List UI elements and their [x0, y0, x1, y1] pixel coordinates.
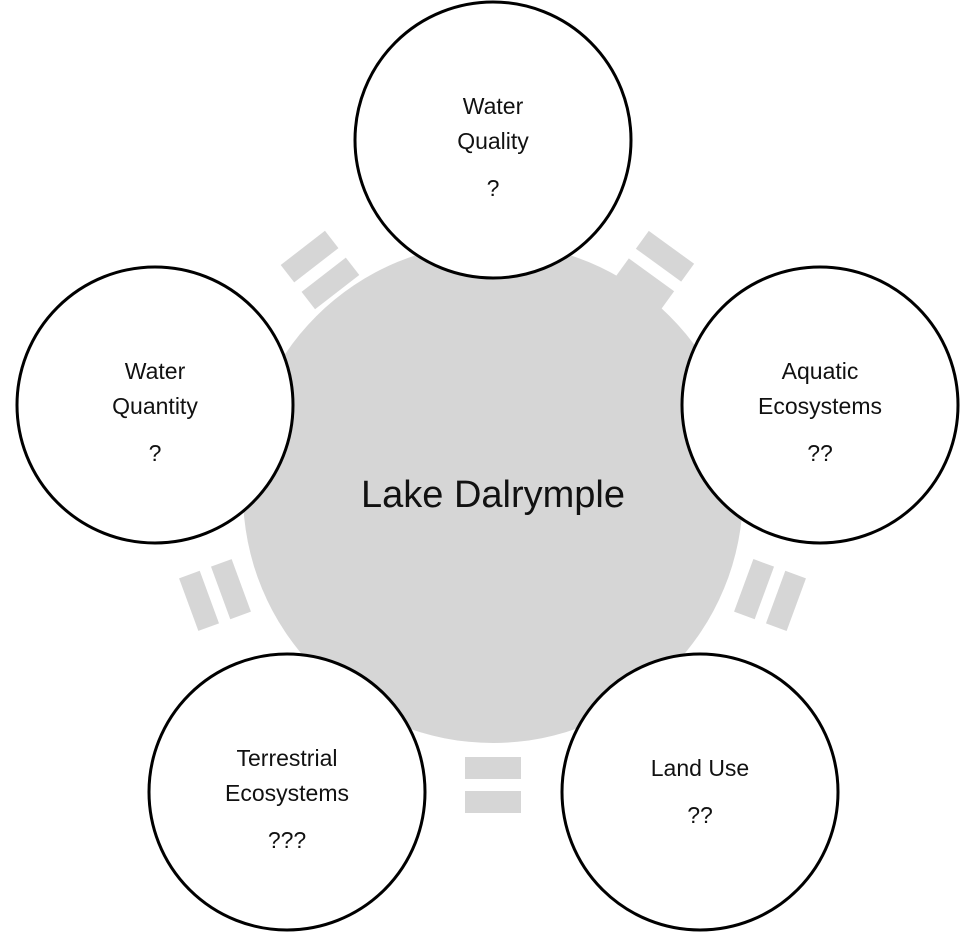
connector-bar [210, 559, 251, 620]
node-label: Water [463, 93, 524, 119]
connector-bar [280, 230, 339, 283]
node-label: Ecosystems [225, 780, 349, 806]
center-label: Lake Dalrymple [361, 474, 625, 516]
node-rating: ?? [807, 440, 833, 466]
connector [280, 230, 360, 310]
node: Water Quality? [353, 0, 633, 280]
connector [179, 559, 251, 631]
node-label: Land Use [651, 755, 749, 781]
node-label: Ecosystems [758, 393, 882, 419]
node: Water Quantity? [15, 265, 295, 545]
node-circle [560, 652, 840, 932]
node-circle [15, 265, 295, 545]
node: Aquatic Ecosystems?? [680, 265, 960, 545]
connector [465, 757, 521, 813]
connector-bar [179, 570, 220, 631]
node-rating: ??? [268, 827, 306, 853]
connector [615, 230, 695, 310]
node-label: Quantity [112, 393, 198, 419]
node-rating: ?? [687, 802, 713, 828]
node-rating: ? [149, 440, 162, 466]
connector-bar [615, 258, 675, 310]
node-circle [680, 265, 960, 545]
node-circle [147, 652, 427, 932]
node-circle [353, 0, 633, 280]
connector-bar [765, 570, 806, 631]
node-label: Terrestrial [237, 745, 338, 771]
connector-bar [301, 257, 360, 310]
links [179, 230, 806, 813]
node-label: Water [125, 358, 186, 384]
connector-bar [734, 559, 775, 620]
node: Land Use?? [560, 652, 840, 932]
connector-bar [465, 757, 521, 779]
connector-bar [635, 230, 695, 282]
node-rating: ? [487, 175, 500, 201]
center-circle [243, 243, 743, 743]
node-label: Aquatic [782, 358, 859, 384]
node: Terrestrial Ecosystems??? [147, 652, 427, 932]
node-label: Quality [457, 128, 529, 154]
connector [734, 559, 806, 631]
connector-bar [465, 791, 521, 813]
